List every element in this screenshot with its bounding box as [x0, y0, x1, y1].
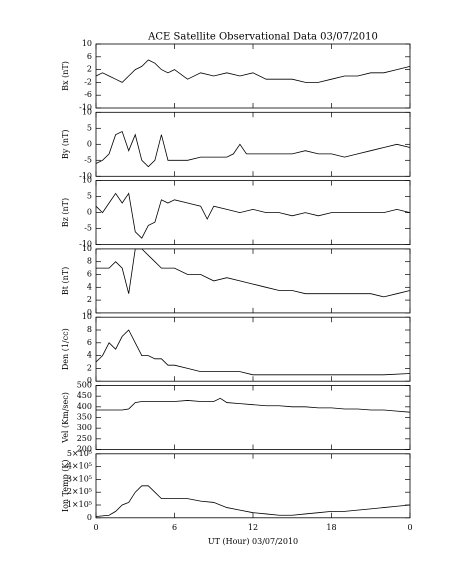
x-tick-label: 12 [248, 523, 258, 532]
x-tick-label: 6 [172, 523, 177, 532]
y-tick-label: 4 [87, 351, 92, 360]
y-axis-label: Vel (Km/sec) [61, 392, 70, 444]
panel-frame [95, 385, 411, 450]
y-tick-label: 500 [77, 381, 92, 390]
data-line [96, 248, 411, 298]
y-tick-label: 4 [87, 282, 92, 291]
y-tick-label: -2 [84, 77, 92, 86]
y-tick-label: 8 [87, 257, 92, 266]
y-tick-label: 10 [82, 312, 92, 321]
y-tick-label: 10 [82, 244, 92, 253]
y-tick-label: -6 [84, 90, 92, 99]
panel-frame [95, 43, 411, 109]
data-line [96, 397, 411, 413]
x-tick-label: 18 [326, 523, 336, 532]
y-axis-label: Bz (nT) [61, 198, 70, 227]
y-tick-label: 350 [77, 413, 92, 422]
y-tick-label: 0 [87, 513, 92, 522]
y-tick-label: 450 [77, 391, 92, 400]
y-tick-label: 5×10⁵ [67, 449, 92, 458]
y-tick-label: 4×10⁵ [67, 462, 92, 471]
data-line [95, 59, 411, 83]
y-tick-label: 2 [87, 295, 92, 304]
y-tick-label: 250 [77, 434, 92, 443]
y-axis-label: Ion Temp (K) [61, 460, 70, 513]
y-tick-label: 2 [87, 363, 92, 372]
y-tick-label: 6 [87, 52, 92, 61]
y-tick-label: 0 [87, 208, 92, 217]
y-tick-label: 10 [82, 176, 92, 185]
data-line [95, 485, 411, 517]
panel-frame [95, 316, 411, 382]
y-tick-label: 2 [87, 65, 92, 74]
y-tick-label: 300 [77, 423, 92, 432]
y-tick-label: 6 [87, 270, 92, 279]
y-tick-label: 0 [87, 308, 92, 317]
y-tick-label: 1×10⁵ [67, 500, 92, 509]
y-tick-label: 400 [77, 402, 92, 411]
y-axis-label: Bt (nT) [61, 267, 70, 295]
data-line [95, 192, 411, 239]
y-tick-label: 6 [87, 338, 92, 347]
x-axis-label: UT (Hour) 03/07/2010 [208, 537, 298, 546]
y-tick-label: 2×10⁵ [67, 487, 92, 496]
y-tick-label: -10 [79, 103, 92, 112]
x-tick-label: 0 [407, 523, 412, 532]
y-axis-label: Den (1/cc) [61, 328, 70, 370]
data-line [95, 329, 411, 376]
chart-title: ACE Satellite Observational Data 03/07/2… [147, 32, 378, 43]
y-tick-label: 8 [87, 325, 92, 334]
y-tick-label: 10 [82, 107, 92, 116]
y-tick-label: 200 [77, 445, 92, 454]
data-line [95, 130, 411, 168]
x-tick-label: 0 [93, 523, 98, 532]
y-tick-label: -10 [79, 240, 92, 249]
y-tick-label: 3×10⁵ [67, 474, 92, 483]
y-tick-label: 0 [87, 376, 92, 385]
y-tick-label: 10 [82, 39, 92, 48]
y-tick-label: -5 [84, 155, 92, 164]
y-axis-label: Bx (nT) [61, 61, 70, 91]
y-tick-label: -10 [79, 171, 92, 180]
y-tick-label: 0 [87, 139, 92, 148]
y-tick-label: 5 [87, 123, 92, 132]
y-tick-label: 5 [87, 192, 92, 201]
panel-frame [95, 248, 411, 314]
panel-frame [95, 111, 411, 177]
y-axis-label: By (nT) [61, 129, 70, 159]
y-tick-label: -5 [84, 224, 92, 233]
